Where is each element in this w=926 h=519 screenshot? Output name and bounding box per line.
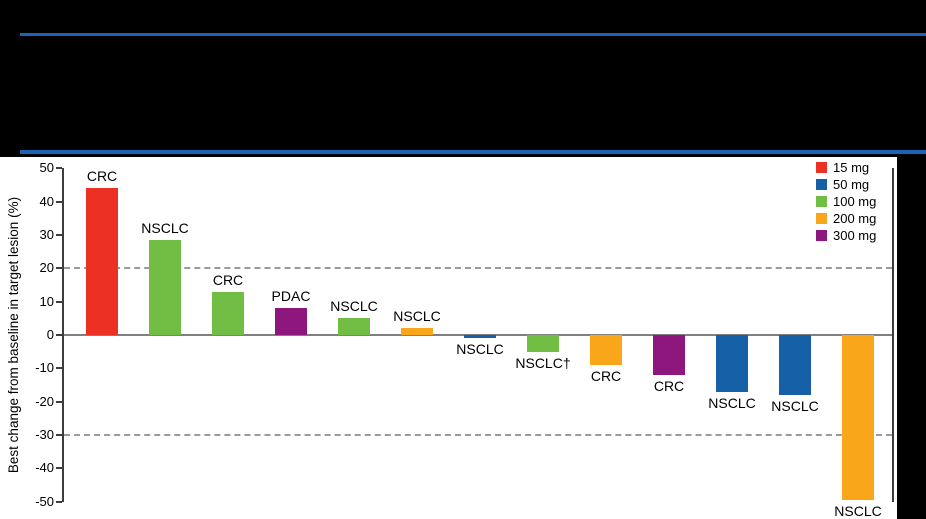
- y-tick-mark: [56, 467, 62, 470]
- legend-item: 50 mg: [816, 176, 876, 193]
- legend-label: 200 mg: [833, 211, 877, 226]
- y-tick-mark: [56, 267, 62, 270]
- legend-item: 15 mg: [816, 159, 876, 176]
- bar-tumor-label: NSCLC: [330, 298, 378, 315]
- bar-tumor-label: NSCLC: [834, 502, 882, 519]
- bar-nsclc-1: [149, 240, 181, 335]
- bar-tumor-label: PDAC: [271, 288, 311, 305]
- y-tick-label: -10: [35, 360, 54, 376]
- legend-label: 15 mg: [833, 160, 870, 175]
- bar-nsclc-10: [716, 335, 748, 392]
- plot-area: Best change from baseline in target lesi…: [0, 157, 897, 519]
- dashed-reference-line: [64, 267, 892, 270]
- legend-item: 300 mg: [816, 227, 876, 244]
- header-rule-top: [20, 33, 926, 36]
- bar-tumor-label: CRC: [86, 168, 118, 185]
- y-tick-mark: [56, 400, 62, 403]
- redacted-header: [0, 0, 926, 157]
- y-tick-label: -40: [35, 460, 54, 476]
- y-tick-label: 50: [39, 160, 54, 176]
- bar-tumor-label: NSCLC: [708, 394, 756, 411]
- bar-crc-9: [653, 335, 685, 375]
- y-tick-label: 30: [39, 227, 54, 242]
- header-rule-bottom: [20, 150, 926, 154]
- y-tick-label: 40: [39, 193, 54, 209]
- y-tick-label: -30: [35, 426, 54, 442]
- bar-tumor-label: NSCLC: [393, 308, 441, 325]
- y-tick-mark: [56, 167, 62, 170]
- legend-label: 100 mg: [833, 194, 877, 209]
- bar-crc-8: [590, 335, 622, 365]
- bar-nsclc-7: [527, 335, 559, 352]
- plot-right-spine: [892, 168, 894, 502]
- y-tick-label: 0: [46, 327, 54, 342]
- legend-item: 200 mg: [816, 210, 876, 227]
- bar-nsclc-4: [338, 318, 370, 335]
- bar-nsclc-5: [401, 328, 433, 335]
- legend-swatch-icon: [816, 179, 827, 190]
- y-tick-mark: [56, 367, 62, 370]
- bar-tumor-label: CRC: [590, 367, 622, 384]
- dashed-reference-line: [64, 433, 892, 436]
- y-tick-mark: [56, 300, 62, 303]
- y-tick-label: -20: [35, 393, 54, 409]
- legend-swatch-icon: [816, 162, 827, 173]
- y-tick-label: -50: [35, 493, 54, 509]
- bar-tumor-label: NSCLC: [771, 397, 819, 414]
- bar-tumor-label: NSCLC: [141, 220, 189, 236]
- bar-tumor-label: CRC: [212, 271, 244, 288]
- y-tick-label: 20: [39, 260, 54, 276]
- legend-swatch-icon: [816, 213, 827, 224]
- bar-nsclc-11: [779, 335, 811, 395]
- y-axis-line: [62, 168, 64, 502]
- bar-crc-0: [86, 188, 118, 335]
- bar-nsclc-12: [842, 335, 874, 500]
- bar-nsclc-6: [464, 335, 496, 339]
- y-tick-mark: [56, 234, 62, 236]
- legend-item: 100 mg: [816, 193, 876, 210]
- legend-label: 50 mg: [833, 177, 870, 192]
- legend-label: 300 mg: [833, 228, 877, 243]
- chart-panel: Best change from baseline in target lesi…: [0, 157, 897, 519]
- y-tick-mark: [56, 334, 62, 336]
- y-tick-mark: [56, 433, 62, 436]
- bar-tumor-label: NSCLC: [456, 341, 504, 358]
- legend-swatch-icon: [816, 196, 827, 207]
- y-tick-mark: [56, 200, 62, 203]
- y-tick-mark: [56, 500, 62, 503]
- bar-pdac-3: [275, 308, 307, 335]
- bar-crc-2: [212, 291, 244, 335]
- dose-legend: 15 mg 50 mg 100 mg 200 mg 300 mg: [816, 159, 876, 244]
- legend-swatch-icon: [816, 230, 827, 241]
- bar-tumor-label: NSCLC†: [515, 354, 571, 371]
- bar-tumor-label: CRC: [653, 377, 685, 394]
- y-tick-label: 10: [39, 293, 54, 309]
